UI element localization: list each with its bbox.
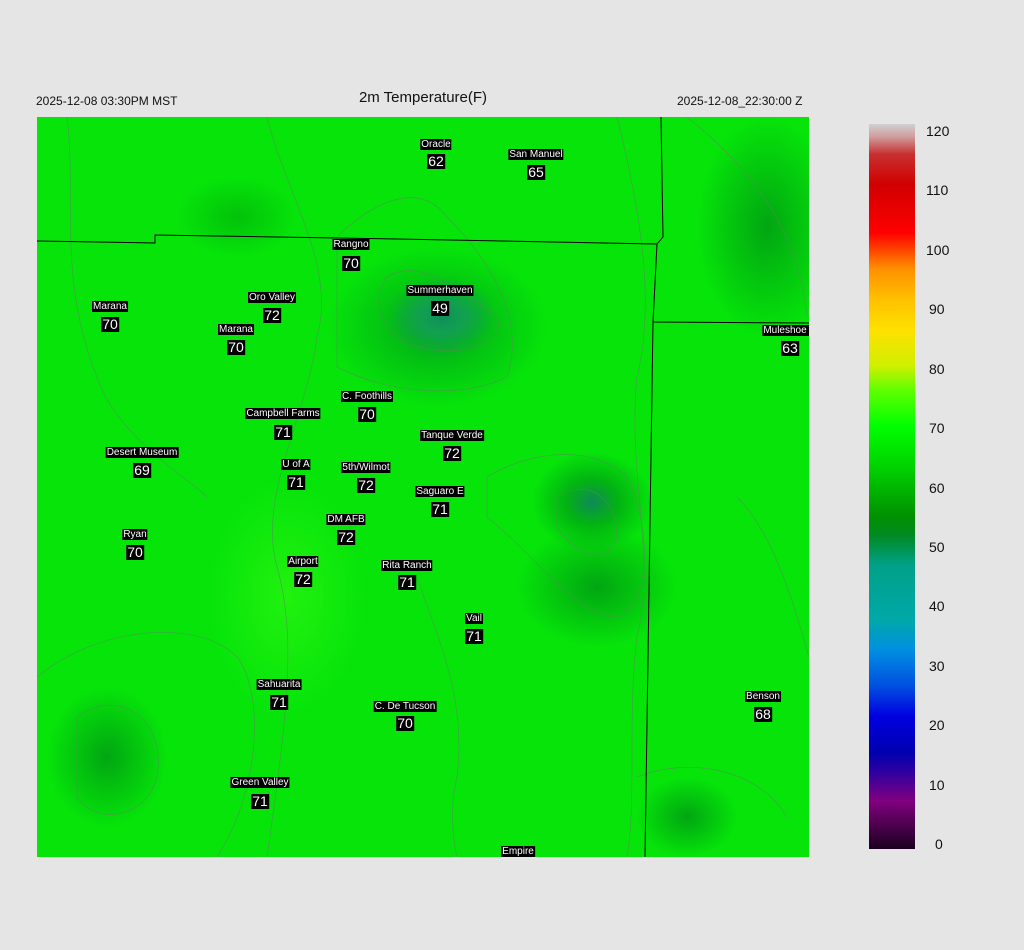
station-name: Rangno	[332, 239, 370, 250]
colorbar-tick-label: 100	[926, 241, 950, 258]
station-name: C. Foothills	[340, 391, 394, 402]
map-title: 2m Temperature(F)	[358, 89, 488, 106]
station-temperature: 71	[398, 574, 416, 590]
colorbar-tick-label: 20	[929, 717, 945, 734]
utc-time: 2025-12-08_22:30:00 Z	[677, 94, 803, 108]
station-temperature: 70	[101, 316, 119, 332]
station-temperature: 72	[357, 477, 375, 493]
colorbar-tick-label: 70	[929, 420, 945, 437]
station-name: Empire	[501, 846, 535, 857]
station-temperature: 70	[126, 544, 144, 560]
station-temperature: 72	[443, 445, 461, 461]
station-temperature: 72	[263, 307, 281, 323]
temperature-map: Oracle 62 San Manuel 65 Rangno 70 Summerhaven 4…	[37, 117, 809, 857]
local-time: 2025-12-08 03:30PM MST	[36, 94, 178, 108]
colorbar-tick-label: 30	[929, 657, 945, 674]
station-temperature: 71	[251, 793, 269, 809]
station-temperature: 71	[270, 694, 288, 710]
colorbar-tick-label: 50	[929, 538, 945, 555]
station-name: Rita Ranch	[381, 560, 433, 571]
station-name: DM AFB	[326, 514, 366, 525]
station-temperature: 72	[294, 571, 312, 587]
colorbar-tick-label: 120	[926, 123, 950, 139]
station-temperature: 72	[337, 529, 355, 545]
colorbar-tick-label: 40	[929, 598, 945, 615]
station-temperature: 70	[342, 255, 360, 271]
station-temperature: 71	[465, 628, 483, 644]
station-name: Green Valley	[230, 777, 290, 788]
station-temperature: 69	[133, 462, 151, 478]
station-name: Tanque Verde	[420, 430, 484, 441]
station-name: Muleshoe R	[762, 325, 809, 336]
station-name: Summerhaven	[406, 285, 474, 296]
station-name: Marana	[218, 324, 254, 335]
station-name: U of A	[281, 459, 311, 470]
county-boundaries	[37, 117, 809, 857]
colorbar-tick-label: 80	[929, 360, 945, 377]
station-temperature: 71	[431, 501, 449, 517]
station-temperature: 63	[781, 340, 799, 356]
station-temperature: 65	[527, 164, 545, 180]
station-name: Sahuarita	[256, 679, 302, 690]
colorbar-tick-label: 110	[926, 182, 949, 199]
colorbar-tick-label: 90	[929, 301, 945, 318]
station-name: Marana	[92, 301, 128, 312]
station-name: Vail	[465, 613, 483, 624]
station-name: Oracle	[420, 139, 452, 150]
station-temperature: 49	[431, 300, 449, 316]
station-name: 5th/Wilmot	[341, 462, 391, 473]
station-temperature: 62	[427, 153, 445, 169]
station-name: Ryan	[122, 529, 148, 540]
station-temperature: 70	[358, 406, 376, 422]
station-name: Desert Museum	[105, 447, 179, 458]
station-name: Benson	[745, 691, 781, 702]
colorbar-tick-label: 0	[935, 836, 943, 852]
station-name: Saguaro E	[415, 486, 465, 497]
station-name: Oro Valley	[248, 292, 296, 303]
station-temperature: 71	[287, 474, 305, 490]
station-name: Airport	[287, 556, 319, 567]
station-temperature: 71	[274, 424, 292, 440]
station-name: San Manuel	[508, 149, 564, 160]
station-name: C. De Tucson	[373, 701, 437, 712]
colorbar-tick-label: 60	[929, 479, 945, 496]
station-temperature: 70	[396, 715, 414, 731]
colorbar-tick-label: 10	[929, 776, 945, 793]
colorbar	[869, 124, 915, 849]
station-name: Campbell Farms	[245, 408, 321, 419]
station-temperature: 70	[227, 339, 245, 355]
station-temperature: 68	[754, 706, 772, 722]
